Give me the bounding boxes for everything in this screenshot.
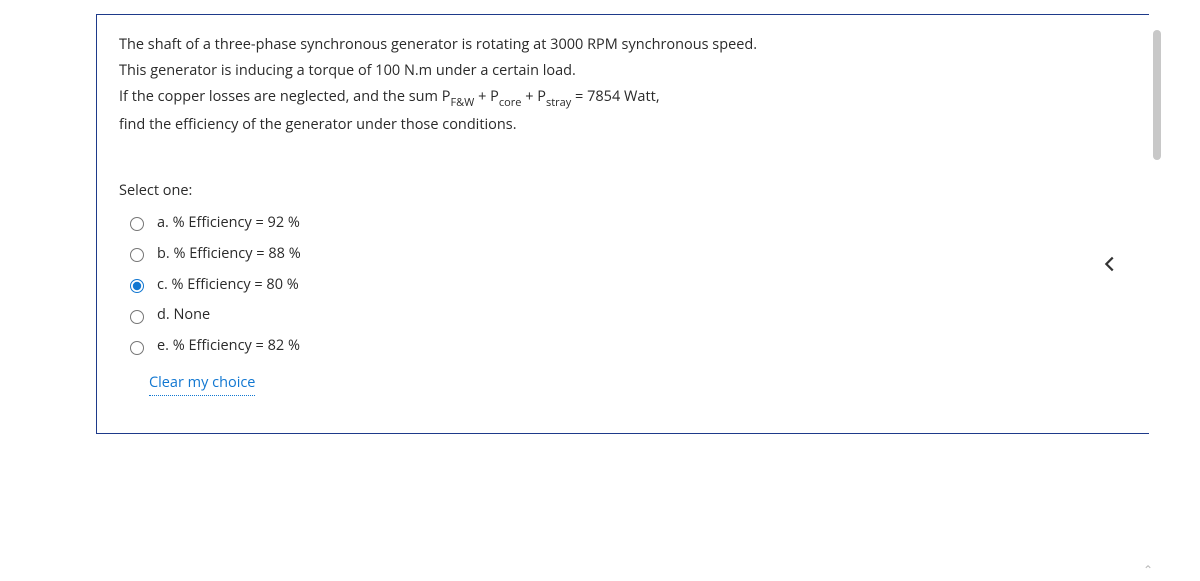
chevron-up-icon: ⌃: [1141, 561, 1155, 575]
question-text: The shaft of a three-phase synchronous g…: [119, 33, 1131, 137]
question-card: The shaft of a three-phase synchronous g…: [96, 14, 1154, 434]
question-line: This generator is inducing a torque of 1…: [119, 59, 1131, 83]
chevron-left-icon: [1099, 253, 1121, 280]
option-d[interactable]: d. None: [125, 299, 1131, 330]
quiz-page: The shaft of a three-phase synchronous g…: [0, 0, 1165, 581]
radio-option-b[interactable]: [130, 248, 144, 262]
option-a[interactable]: a. % Efficiency = 92 %: [125, 207, 1131, 238]
option-label[interactable]: a. % Efficiency = 92 %: [157, 211, 300, 235]
option-e[interactable]: e. % Efficiency = 82 %: [125, 330, 1131, 361]
question-line: If the copper losses are neglected, and …: [119, 85, 1131, 111]
option-b[interactable]: b. % Efficiency = 88 %: [125, 238, 1131, 269]
option-label[interactable]: b. % Efficiency = 88 %: [157, 242, 301, 266]
question-line: find the efficiency of the generator und…: [119, 113, 1131, 137]
option-label[interactable]: e. % Efficiency = 82 %: [157, 334, 300, 358]
radio-option-a[interactable]: [130, 217, 144, 231]
option-label[interactable]: c. % Efficiency = 80 %: [157, 273, 299, 297]
option-label[interactable]: d. None: [157, 303, 210, 327]
clear-choice-link[interactable]: Clear my choice: [149, 371, 255, 396]
radio-option-c[interactable]: [130, 279, 144, 293]
option-c[interactable]: c. % Efficiency = 80 %: [125, 269, 1131, 300]
radio-option-d[interactable]: [130, 310, 144, 324]
options-group: a. % Efficiency = 92 % b. % Efficiency =…: [125, 207, 1131, 362]
collapse-sidebar-button[interactable]: [1095, 248, 1125, 284]
select-one-label: Select one:: [119, 179, 1131, 203]
radio-option-e[interactable]: [130, 341, 144, 355]
question-line: The shaft of a three-phase synchronous g…: [119, 33, 1131, 57]
scrollbar-thumb[interactable]: [1153, 30, 1161, 160]
